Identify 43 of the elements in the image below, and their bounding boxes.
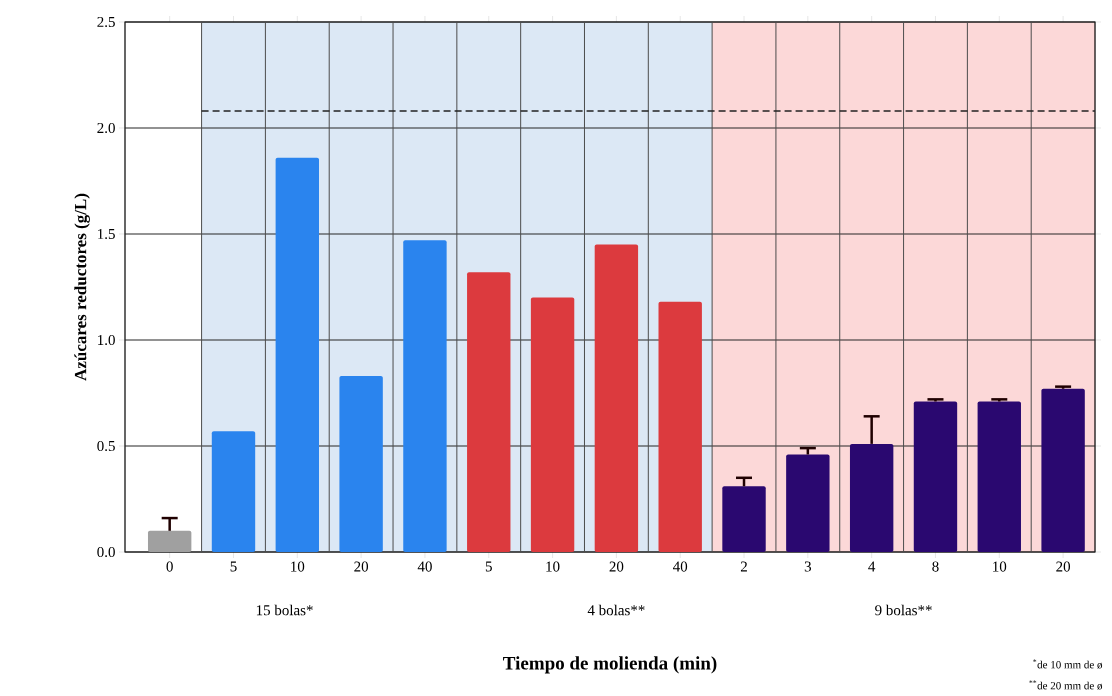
bar	[786, 454, 830, 552]
bar	[977, 401, 1021, 552]
bar	[913, 401, 958, 552]
x-tick-label: 40	[673, 561, 688, 572]
x-tick-label: 8	[932, 561, 939, 572]
x-tick-label: 0	[166, 561, 173, 572]
bar	[849, 443, 894, 552]
y-tick-label: 1.5	[98, 228, 115, 240]
x-tick-label: 40	[417, 561, 432, 572]
x-tick-label: 4	[868, 561, 876, 572]
x-axis-title: Tiempo de molienda (min)	[503, 656, 717, 674]
text: 9 bolas**	[875, 604, 932, 616]
bar	[658, 301, 702, 552]
y-tick-label: 2.0	[97, 122, 115, 134]
y-tick-label: 0.0	[97, 546, 115, 558]
text: 15 bolas*	[256, 604, 313, 616]
bar	[530, 297, 575, 552]
bar	[403, 240, 447, 552]
x-tick-label: 2	[740, 561, 747, 572]
text: $^{**}$de 20 mm de ø	[1029, 680, 1103, 690]
x-tick-label: 10	[993, 561, 1007, 572]
x-tick-label: 3	[804, 561, 812, 572]
text: $^{*}$de 10 mm de ø	[1033, 659, 1103, 669]
bar	[722, 486, 766, 552]
x-tick-label: 5	[230, 561, 237, 572]
x-tick-label: 20	[1056, 561, 1071, 572]
x-tick-label: 20	[609, 561, 624, 572]
bar	[275, 157, 319, 552]
x-tick-label: 10	[546, 561, 560, 572]
bar	[339, 376, 383, 552]
y-axis-title: Azúcares reductores (g/L)	[74, 193, 90, 381]
bar	[211, 431, 256, 552]
bar	[467, 272, 511, 552]
x-tick-label: 5	[485, 561, 492, 572]
y-tick-label: 0.5	[97, 440, 115, 452]
x-tick-label: 10	[291, 561, 305, 572]
bar	[147, 530, 192, 552]
y-tick-label: 2.5	[97, 16, 115, 28]
x-tick-label: 20	[354, 561, 369, 572]
bar	[594, 244, 639, 552]
y-tick-label: 1.0	[98, 334, 115, 346]
text: 4 bolas**	[587, 604, 645, 616]
bar	[1041, 388, 1085, 552]
